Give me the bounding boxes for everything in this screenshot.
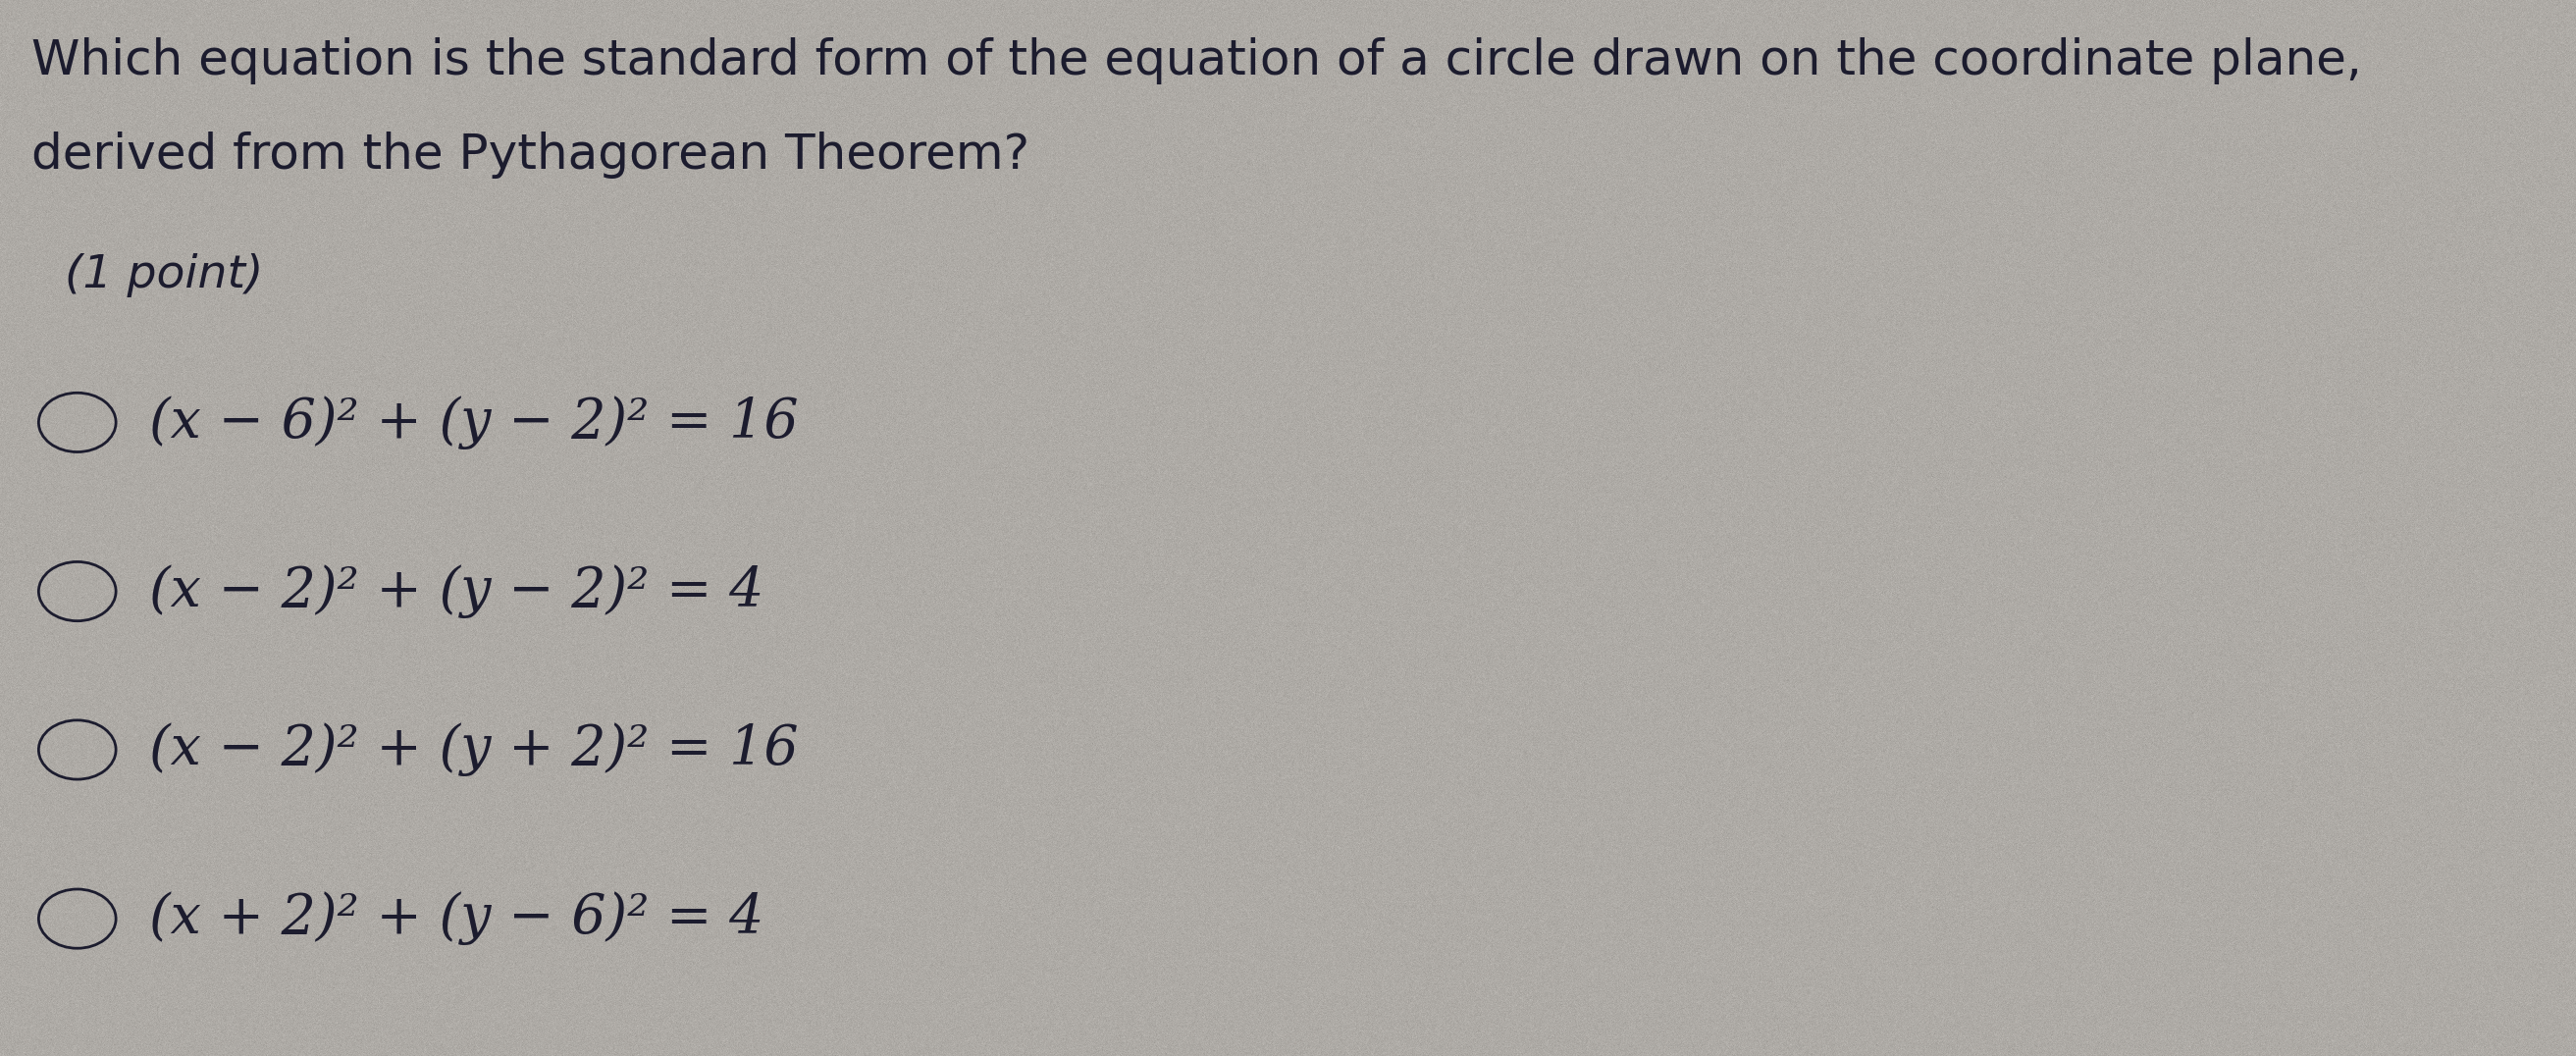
- Text: derived from the Pythagorean Theorem?: derived from the Pythagorean Theorem?: [31, 132, 1028, 180]
- Text: (x − 6)² + (y − 2)² = 16: (x − 6)² + (y − 2)² = 16: [149, 396, 799, 449]
- Text: (x + 2)² + (y − 6)² = 4: (x + 2)² + (y − 6)² = 4: [149, 892, 765, 945]
- Text: (x − 2)² + (y − 2)² = 4: (x − 2)² + (y − 2)² = 4: [149, 565, 765, 618]
- Text: Which equation is the standard form of the equation of a circle drawn on the coo: Which equation is the standard form of t…: [31, 37, 2362, 84]
- Text: (x − 2)² + (y + 2)² = 16: (x − 2)² + (y + 2)² = 16: [149, 723, 799, 776]
- Text: (1 point): (1 point): [64, 253, 263, 298]
